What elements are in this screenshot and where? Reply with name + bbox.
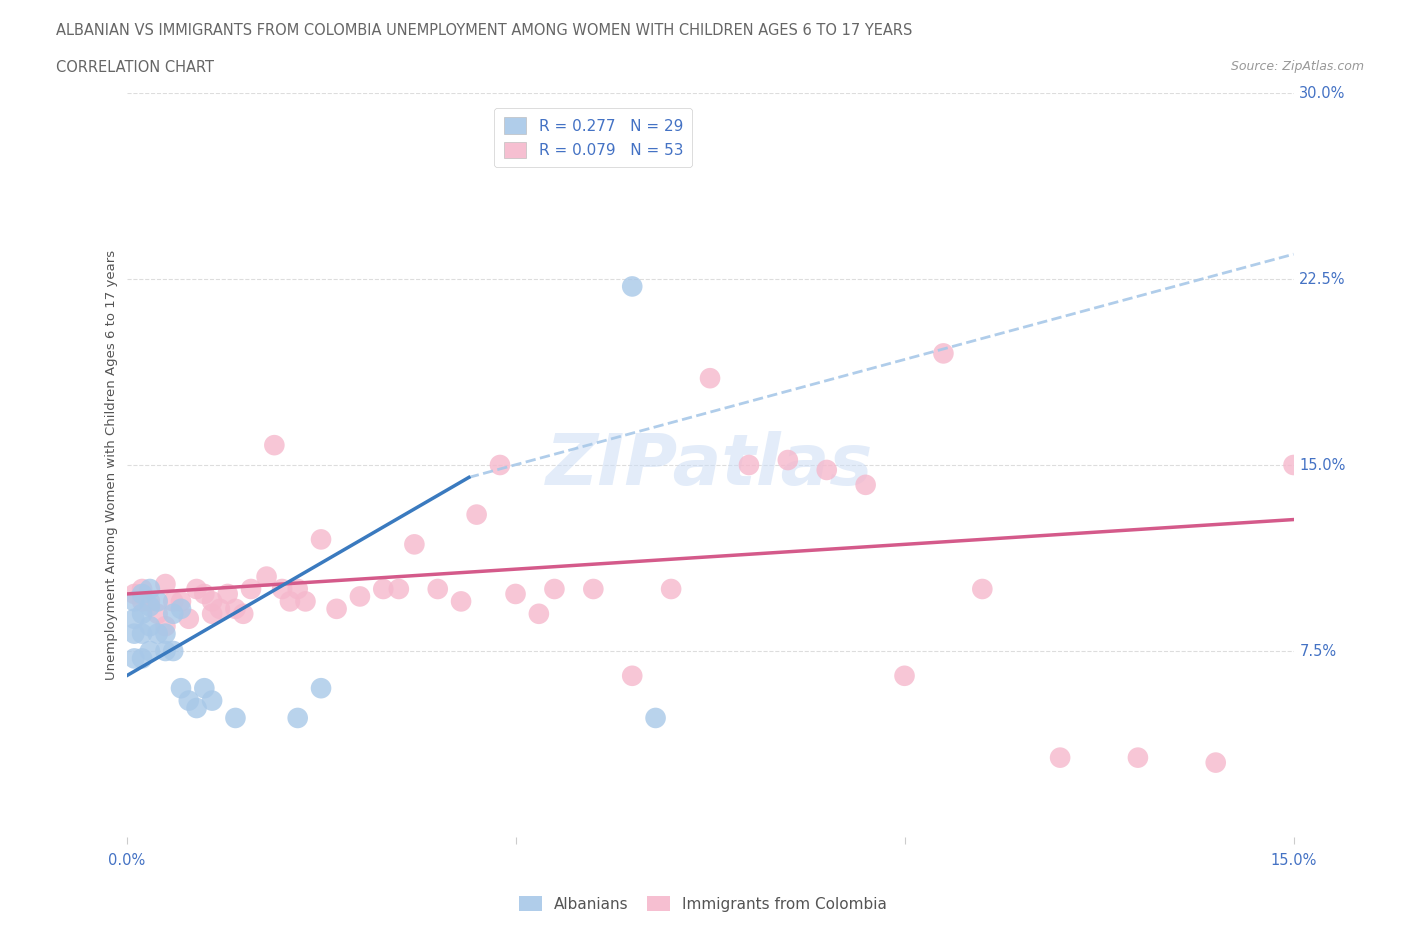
Point xyxy=(146,626,169,641)
Point xyxy=(294,594,316,609)
Point xyxy=(146,606,169,621)
Point xyxy=(162,594,184,609)
Point xyxy=(131,587,153,602)
Point xyxy=(240,581,263,596)
Text: 15.0%: 15.0% xyxy=(1271,854,1316,869)
Point xyxy=(162,644,184,658)
Point xyxy=(621,669,644,684)
Text: Source: ZipAtlas.com: Source: ZipAtlas.com xyxy=(1230,60,1364,73)
Point xyxy=(124,611,146,626)
Point xyxy=(186,581,208,596)
Point xyxy=(124,587,146,602)
Point xyxy=(505,587,527,602)
Point xyxy=(139,581,162,596)
Point xyxy=(256,569,278,584)
Point xyxy=(738,458,761,472)
Point xyxy=(1205,755,1227,770)
Point xyxy=(309,532,332,547)
Point xyxy=(1049,751,1071,765)
Point xyxy=(325,602,347,617)
Point xyxy=(155,644,177,658)
Point xyxy=(201,594,224,609)
Point xyxy=(193,681,215,696)
Point xyxy=(170,594,193,609)
Point xyxy=(426,581,449,596)
Point xyxy=(404,537,426,551)
Point xyxy=(855,477,877,492)
Point xyxy=(124,594,146,609)
Point xyxy=(932,346,955,361)
Point xyxy=(263,438,285,453)
Text: 22.5%: 22.5% xyxy=(1299,272,1346,286)
Point xyxy=(170,602,193,617)
Point xyxy=(972,581,994,596)
Point xyxy=(155,577,177,591)
Text: 15.0%: 15.0% xyxy=(1299,458,1346,472)
Point xyxy=(776,453,799,468)
Point xyxy=(287,711,309,725)
Point xyxy=(193,587,215,602)
Point xyxy=(124,651,146,666)
Point xyxy=(131,606,153,621)
Point xyxy=(146,594,169,609)
Point xyxy=(217,587,239,602)
Point xyxy=(139,594,162,609)
Y-axis label: Unemployment Among Women with Children Ages 6 to 17 years: Unemployment Among Women with Children A… xyxy=(105,250,118,680)
Point xyxy=(349,589,371,604)
Point xyxy=(131,581,153,596)
Legend: Albanians, Immigrants from Colombia: Albanians, Immigrants from Colombia xyxy=(513,889,893,918)
Point xyxy=(659,581,682,596)
Point xyxy=(309,681,332,696)
Point xyxy=(124,626,146,641)
Point xyxy=(232,606,254,621)
Point xyxy=(201,693,224,708)
Point xyxy=(287,581,309,596)
Point xyxy=(177,693,200,708)
Point xyxy=(271,581,294,596)
Point xyxy=(582,581,605,596)
Point xyxy=(621,279,644,294)
Text: 7.5%: 7.5% xyxy=(1299,644,1337,658)
Point xyxy=(224,602,246,617)
Point xyxy=(278,594,301,609)
Point xyxy=(644,711,666,725)
Point xyxy=(162,606,184,621)
Point xyxy=(543,581,565,596)
Point xyxy=(131,651,153,666)
Text: CORRELATION CHART: CORRELATION CHART xyxy=(56,60,214,75)
Text: ZIPatlas: ZIPatlas xyxy=(547,431,873,499)
Point xyxy=(489,458,512,472)
Point xyxy=(186,700,208,715)
Point xyxy=(131,594,153,609)
Point xyxy=(139,618,162,633)
Point xyxy=(208,602,231,617)
Point xyxy=(450,594,472,609)
Point xyxy=(373,581,395,596)
Point xyxy=(815,462,838,477)
Point xyxy=(1282,458,1305,472)
Point xyxy=(527,606,550,621)
Point xyxy=(224,711,246,725)
Point xyxy=(201,606,224,621)
Point xyxy=(131,626,153,641)
Point xyxy=(388,581,411,596)
Text: 30.0%: 30.0% xyxy=(1299,86,1346,100)
Point xyxy=(155,626,177,641)
Legend: R = 0.277   N = 29, R = 0.079   N = 53: R = 0.277 N = 29, R = 0.079 N = 53 xyxy=(495,108,692,167)
Point xyxy=(699,371,721,386)
Point xyxy=(155,618,177,633)
Point xyxy=(465,507,488,522)
Point xyxy=(139,599,162,614)
Point xyxy=(177,611,200,626)
Point xyxy=(893,669,915,684)
Point xyxy=(139,644,162,658)
Point xyxy=(170,681,193,696)
Point xyxy=(1126,751,1149,765)
Text: 0.0%: 0.0% xyxy=(108,854,145,869)
Text: ALBANIAN VS IMMIGRANTS FROM COLOMBIA UNEMPLOYMENT AMONG WOMEN WITH CHILDREN AGES: ALBANIAN VS IMMIGRANTS FROM COLOMBIA UNE… xyxy=(56,23,912,38)
